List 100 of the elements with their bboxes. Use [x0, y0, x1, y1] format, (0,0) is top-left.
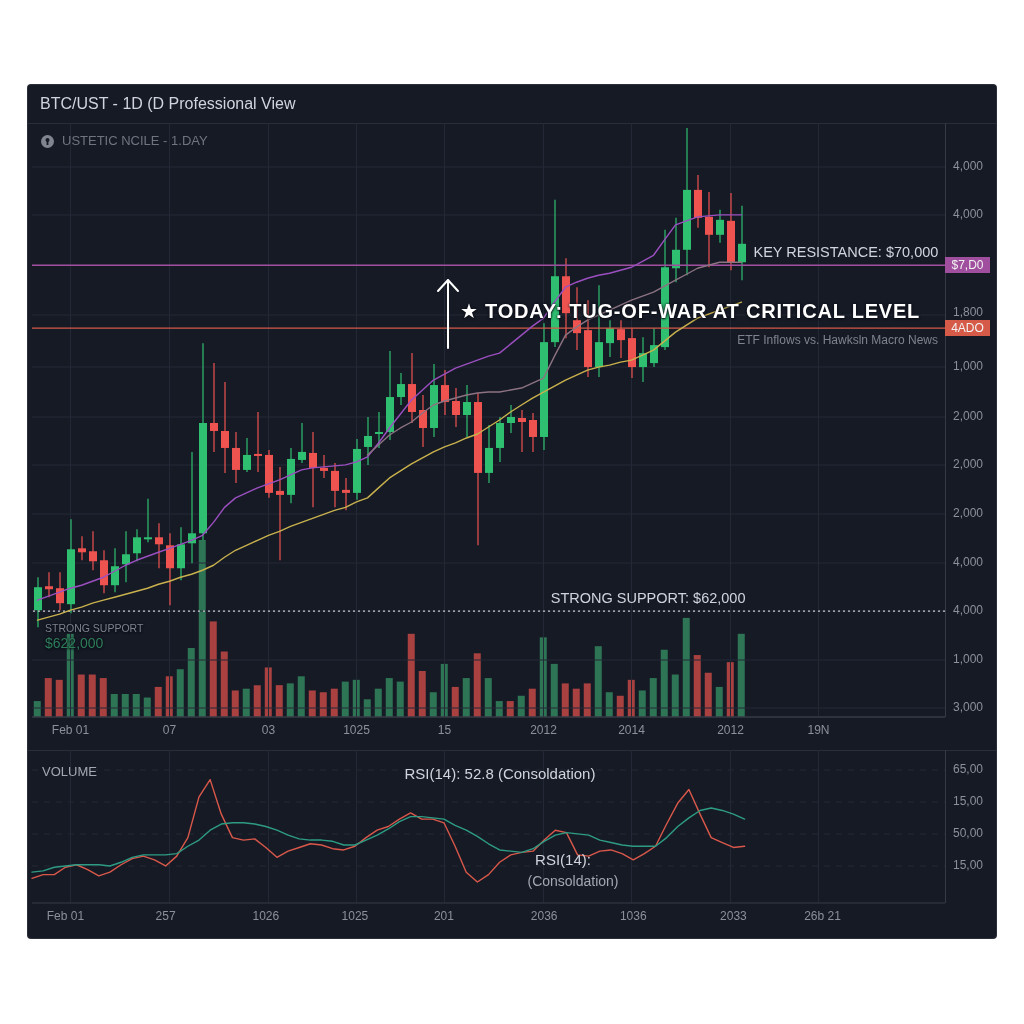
chart-title: BTC/UST - 1D (D Professional View — [40, 94, 296, 114]
bar — [682, 617, 690, 717]
bar — [638, 690, 646, 717]
x-tick-label: 03 — [261, 722, 276, 737]
x-tick-label: 257 — [155, 908, 176, 923]
candlestick — [155, 522, 163, 569]
ref-line-label: 4ADO — [945, 320, 990, 337]
candlestick — [276, 466, 284, 561]
candlestick — [518, 409, 526, 453]
candlestick — [738, 205, 746, 281]
x-tick-label: Feb 01 — [46, 908, 85, 923]
candlestick — [254, 411, 262, 473]
text: 1,000 — [953, 359, 984, 374]
x-tick-label: 19N — [807, 722, 830, 737]
bar — [308, 690, 316, 717]
bar — [660, 649, 668, 717]
bar — [176, 669, 184, 717]
bar — [286, 683, 294, 717]
bar — [737, 633, 745, 717]
candlestick — [375, 411, 383, 449]
candlestick — [452, 387, 460, 428]
bar — [715, 686, 723, 717]
x-tick-label: 1036 — [619, 908, 647, 923]
candlestick — [617, 319, 625, 359]
candlestick — [507, 404, 515, 434]
candlestick — [243, 437, 251, 473]
x-tick-label: 1025 — [341, 908, 369, 923]
x-tick-label: 2012 — [530, 722, 558, 737]
bar — [583, 683, 591, 717]
candlestick — [364, 416, 372, 466]
chart-subtitle: USTETIC NCILE - 1.DAY — [62, 132, 208, 149]
x-tick-label: 15 — [437, 722, 452, 737]
candlestick — [309, 431, 317, 508]
bar — [473, 653, 481, 717]
candlestick — [144, 498, 152, 543]
candlestick — [441, 369, 449, 416]
text: 15,00 — [953, 794, 984, 809]
bar — [451, 686, 459, 717]
x-tick-label: 2036 — [530, 908, 558, 923]
bar — [44, 678, 52, 717]
bar — [484, 678, 492, 717]
candlestick — [298, 422, 306, 464]
chart-subtitle: RSI(14): 52.8 (Consoldation) — [404, 765, 596, 783]
bar — [297, 676, 305, 717]
annotation: STRONG SUPPORT — [45, 621, 144, 635]
candlestick — [705, 191, 713, 268]
candlestick — [529, 412, 537, 453]
x-tick-label: 1026 — [252, 908, 280, 923]
chart-title: VOLUME — [42, 763, 97, 780]
bar — [704, 672, 712, 717]
text: 4,000 — [953, 555, 984, 570]
bar — [385, 678, 393, 717]
bar — [187, 647, 195, 717]
bar — [693, 655, 701, 717]
x-tick-label: 07 — [162, 722, 177, 737]
text: 1,800 — [953, 305, 984, 320]
bar — [462, 678, 470, 717]
candlestick — [34, 576, 42, 628]
text: 4,000 — [953, 159, 984, 174]
annotation: RSI(14): — [535, 851, 591, 869]
bar — [231, 690, 239, 717]
bar — [88, 674, 96, 717]
candlestick — [419, 394, 427, 448]
annotation: STRONG SUPPORT: $62,000 — [550, 589, 746, 607]
x-tick-label: 1025 — [343, 722, 371, 737]
bar — [418, 670, 426, 717]
text: 4,000 — [953, 207, 984, 222]
bar — [198, 540, 206, 717]
bar — [220, 651, 228, 717]
candlestick — [397, 372, 405, 406]
candlestick — [606, 319, 614, 358]
candlestick — [89, 530, 97, 571]
text: 65,00 — [953, 762, 984, 777]
text: 4,000 — [953, 603, 984, 618]
bar — [209, 621, 217, 717]
candlestick — [463, 384, 471, 438]
annotation: (Consoldation) — [527, 872, 619, 890]
candlestick — [122, 530, 130, 583]
candlestick — [210, 362, 218, 453]
bar — [396, 681, 404, 717]
x-tick-label: 26b 21 — [804, 908, 842, 923]
candlestick — [45, 571, 53, 598]
candlestick — [650, 327, 658, 368]
candlestick — [56, 571, 64, 611]
text: 50,00 — [953, 826, 984, 841]
x-tick-label: 2033 — [720, 908, 748, 923]
candlestick — [331, 462, 339, 508]
bar — [77, 674, 85, 717]
bar — [649, 678, 657, 717]
candlestick — [716, 209, 724, 244]
text: 2,000 — [953, 409, 984, 424]
annotation: ETF Inflows vs. Hawksln Macro News — [737, 333, 938, 348]
bar — [55, 679, 63, 717]
bar — [407, 633, 415, 717]
bar — [99, 678, 107, 717]
candlestick — [672, 217, 680, 283]
x-tick-label: 201 — [433, 908, 455, 923]
candlestick — [221, 381, 229, 474]
bar — [550, 663, 558, 717]
candlestick — [133, 528, 141, 562]
